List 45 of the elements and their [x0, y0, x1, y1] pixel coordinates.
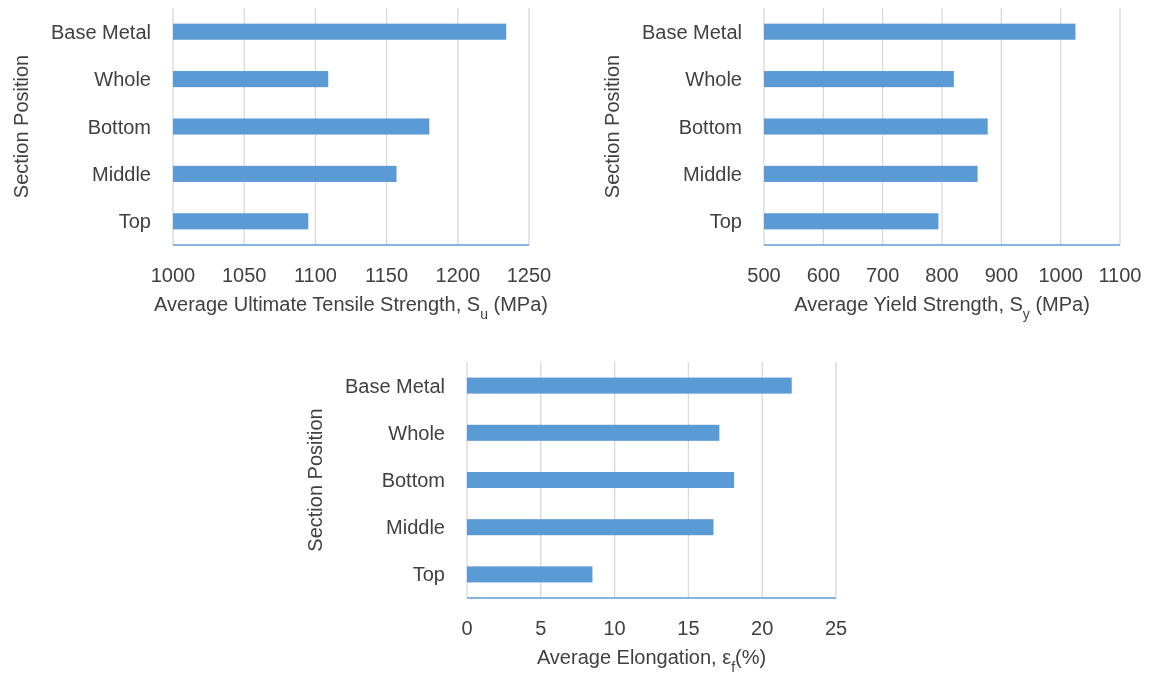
- x-tick-label: 600: [806, 264, 841, 286]
- y-tick-label: Whole: [94, 68, 151, 91]
- y-tick-label: Top: [118, 210, 151, 233]
- x-tick-label: 500: [747, 264, 781, 286]
- x-tick-label: 20: [751, 617, 774, 639]
- y-tick-label: Bottom: [678, 115, 742, 138]
- x-tick-label: 15: [677, 617, 700, 639]
- x-axis-title: Average Elongation, ε$_{f}$(%): [536, 646, 767, 675]
- y-tick-label: Middle: [92, 162, 151, 185]
- bar: [467, 519, 714, 536]
- x-tick-label: 1100: [1098, 264, 1142, 286]
- bar: [467, 377, 792, 394]
- bar: [467, 471, 735, 489]
- x-tick-label: 10: [603, 617, 626, 639]
- x-tick-label: 5: [535, 617, 547, 639]
- x-axis-title: Average Yield Strength, S$_{y}$ (MPa): [794, 293, 1090, 322]
- y-tick-label: Base Metal: [50, 20, 151, 43]
- y-tick-label: Top: [412, 563, 445, 586]
- bar: [467, 566, 593, 583]
- y-tick-label: Bottom: [87, 115, 151, 138]
- x-tick-label: 1250: [506, 264, 552, 286]
- x-tick-label: 25: [824, 617, 848, 639]
- y-tick-label: Whole: [388, 421, 445, 444]
- y-axis-title: Section Position: [304, 408, 326, 552]
- x-tick-label: 1150: [365, 264, 409, 286]
- y-tick-label: Base Metal: [641, 20, 742, 43]
- x-tick-label: 1100: [293, 264, 337, 286]
- x-tick-label: 800: [925, 264, 959, 286]
- bar: [467, 424, 720, 441]
- x-tick-label: 700: [865, 264, 900, 286]
- x-tick-label: 1000: [150, 264, 196, 286]
- y-tick-label: Top: [709, 210, 742, 233]
- x-tick-label: 900: [984, 264, 1019, 286]
- y-tick-label: Base Metal: [344, 374, 445, 397]
- y-tick-label: Whole: [685, 68, 742, 91]
- x-tick-label: 1050: [221, 264, 267, 286]
- y-tick-label: Bottom: [381, 469, 445, 491]
- y-tick-label: Middle: [683, 162, 742, 185]
- x-tick-label: 1200: [435, 264, 481, 286]
- y-tick-label: Middle: [386, 516, 445, 539]
- y-axis-title: Section Position: [10, 54, 32, 199]
- x-tick-label: 1000: [1038, 264, 1083, 286]
- x-axis-title: Average Ultimate Tensile Strength, S$_{u}$ (MPa): [154, 293, 548, 322]
- y-axis-title: Section Position: [601, 54, 623, 199]
- x-tick-label: 0: [461, 617, 473, 639]
